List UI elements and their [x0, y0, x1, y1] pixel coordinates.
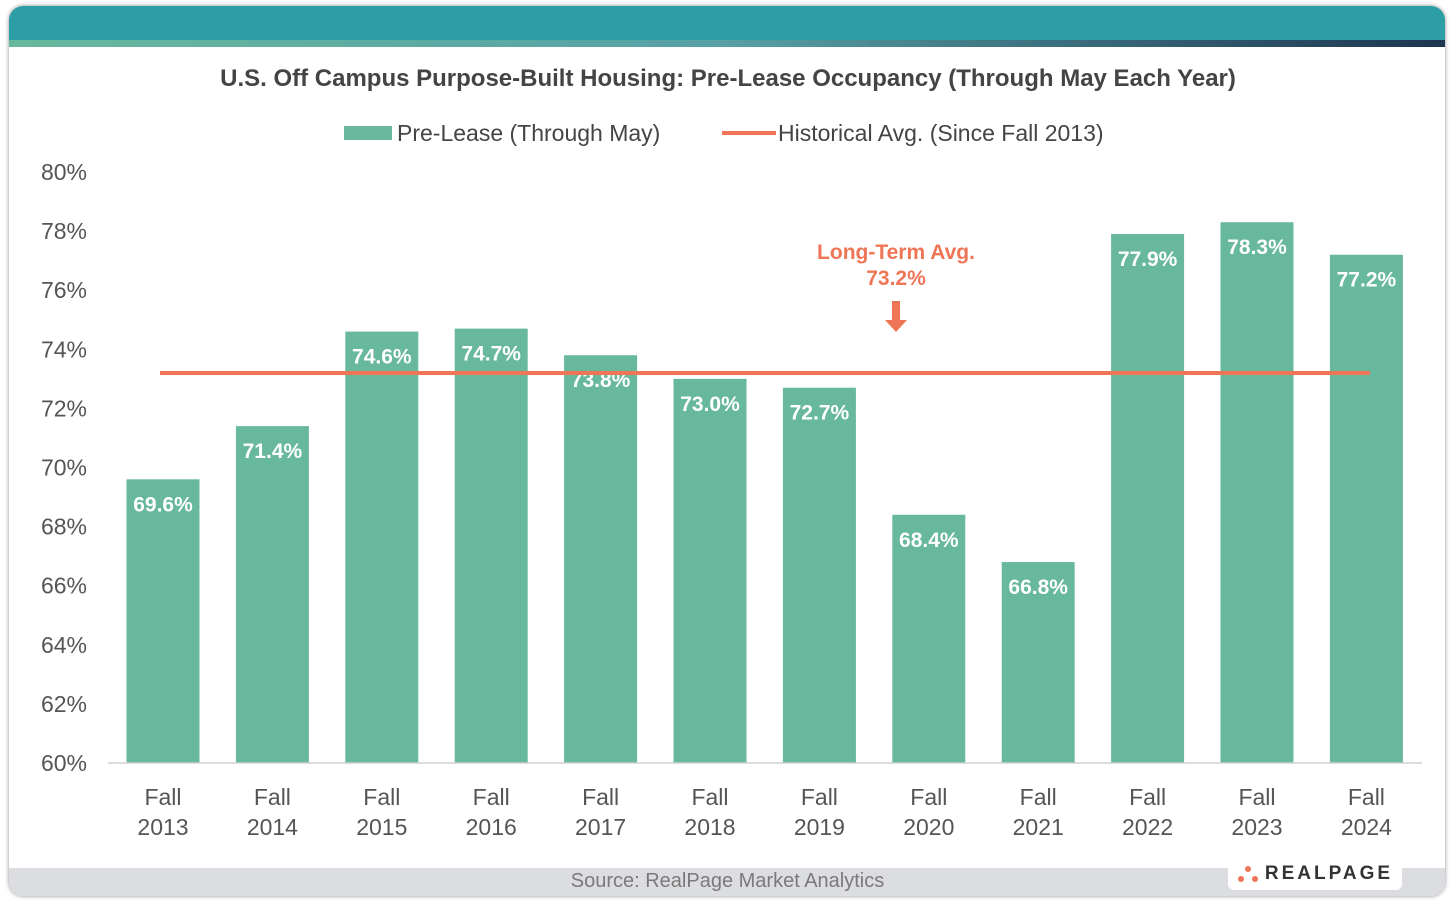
chart-title: U.S. Off Campus Purpose-Built Housing: P…: [220, 65, 1236, 92]
logo-dots-icon: [1237, 866, 1258, 882]
average-annotation: Long-Term Avg. 73.2%: [817, 241, 975, 332]
x-tick-label: 2014: [247, 814, 298, 840]
bar: [782, 387, 856, 763]
data-label: 69.6%: [133, 493, 193, 516]
data-label: 71.4%: [243, 440, 303, 463]
x-tick-label: 2023: [1231, 814, 1282, 840]
x-tick-label: 2019: [794, 814, 845, 840]
data-label: 77.9%: [1118, 248, 1178, 271]
x-tick-label: 2013: [137, 814, 188, 840]
x-tick-label: 2022: [1122, 814, 1173, 840]
x-tick-label: Fall: [1348, 784, 1385, 810]
y-tick-label: 80%: [41, 159, 87, 185]
bar: [454, 328, 528, 763]
bar: [1220, 222, 1294, 764]
bar: [1001, 562, 1075, 763]
x-tick-label: Fall: [1020, 784, 1057, 810]
legend-swatch-bar: [344, 126, 392, 140]
data-label: 73.8%: [571, 369, 631, 392]
x-tick-label: 2024: [1341, 814, 1392, 840]
data-label: 74.7%: [461, 343, 521, 366]
x-tick-label: Fall: [582, 784, 619, 810]
y-tick-label: 62%: [41, 691, 87, 717]
x-tick-label: Fall: [363, 784, 400, 810]
annotation-label: Long-Term Avg.: [817, 241, 975, 264]
x-tick-label: Fall: [1238, 784, 1275, 810]
x-tick-label: Fall: [801, 784, 838, 810]
data-label: 72.7%: [790, 402, 850, 425]
x-tick-label: 2016: [466, 814, 517, 840]
x-tick-label: 2020: [903, 814, 954, 840]
legend-label-bar: Pre-Lease (Through May): [397, 120, 660, 146]
arrow-down-icon: [885, 301, 907, 332]
bar: [235, 426, 309, 763]
x-tick-label: 2021: [1013, 814, 1064, 840]
footer-bar: [9, 868, 1445, 896]
x-tick-label: Fall: [691, 784, 728, 810]
gradient-strip: [9, 40, 1445, 47]
y-tick-label: 64%: [41, 632, 87, 658]
source-note: Source: RealPage Market Analytics: [570, 870, 885, 892]
header-band: [9, 6, 1445, 40]
bar: [673, 378, 747, 763]
x-tick-label: Fall: [473, 784, 510, 810]
bar: [1111, 234, 1185, 763]
x-tick-label: 2017: [575, 814, 626, 840]
y-tick-label: 72%: [41, 395, 87, 421]
logo-text: REALPAGE: [1264, 863, 1394, 884]
bar: [892, 514, 966, 763]
data-label: 78.3%: [1227, 236, 1287, 259]
y-tick-label: 78%: [41, 218, 87, 244]
legend: Pre-Lease (Through May) Historical Avg. …: [344, 120, 1104, 146]
data-label: 77.2%: [1337, 269, 1397, 292]
x-tick-label: Fall: [1129, 784, 1166, 810]
data-label: 68.4%: [899, 529, 959, 552]
y-tick-label: 76%: [41, 277, 87, 303]
realpage-logo: REALPAGE: [1228, 858, 1402, 890]
bar: [126, 479, 200, 763]
bar: [564, 355, 638, 763]
x-tick-label: Fall: [254, 784, 291, 810]
y-tick-label: 70%: [41, 455, 87, 481]
y-tick-label: 60%: [41, 750, 87, 776]
y-tick-label: 68%: [41, 514, 87, 540]
data-label: 74.6%: [352, 346, 412, 369]
data-label: 73.0%: [680, 393, 740, 416]
bar: [345, 331, 419, 763]
x-tick-label: Fall: [144, 784, 181, 810]
annotation-value: 73.2%: [866, 267, 926, 290]
y-tick-label: 74%: [41, 336, 87, 362]
x-tick-label: Fall: [910, 784, 947, 810]
bar: [1329, 254, 1403, 764]
x-tick-label: 2015: [356, 814, 407, 840]
data-label: 66.8%: [1008, 576, 1068, 599]
y-tick-label: 66%: [41, 573, 87, 599]
legend-label-line: Historical Avg. (Since Fall 2013): [778, 120, 1104, 146]
x-tick-label: 2018: [684, 814, 735, 840]
